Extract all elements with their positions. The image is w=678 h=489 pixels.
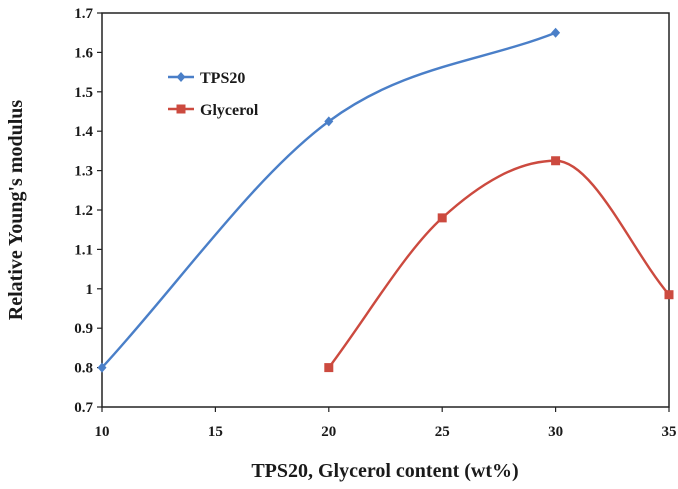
legend-entry-tps20: TPS20	[168, 70, 245, 87]
y-tick-label: 0.7	[74, 400, 93, 416]
y-tick-label: 1.4	[74, 124, 93, 140]
y-tick-label: 1.2	[74, 203, 93, 219]
series-layer	[97, 27, 674, 373]
y-tick-label: 1.7	[74, 6, 93, 22]
y-axis-title: Relative Young's modulus	[5, 100, 27, 321]
series-line-glycerol	[327, 159, 670, 369]
data-point-tps20	[551, 27, 561, 38]
series-glycerol	[324, 156, 674, 373]
data-point-glycerol	[437, 213, 447, 223]
plot-area	[101, 12, 670, 408]
legend-marker-glycerol	[176, 104, 186, 114]
y-tick-label: 1.5	[74, 85, 93, 101]
legend-label-tps20: TPS20	[200, 70, 245, 87]
data-point-glycerol	[324, 363, 334, 373]
x-tick-label: 10	[95, 424, 110, 440]
legend-entry-glycerol: Glycerol	[168, 102, 259, 119]
legend-label-glycerol: Glycerol	[200, 102, 259, 119]
y-axis-ticks: 0.7 0.8 0.9 1 1.1 1.2 1.3 1.4 1.5 1.6 1.7	[74, 6, 102, 416]
legend: TPS20 Glycerol	[168, 70, 259, 119]
series-tps20	[97, 27, 561, 373]
x-tick-label: 30	[548, 424, 563, 440]
legend-marker-tps20	[176, 72, 186, 82]
series-line-tps20	[101, 31, 557, 369]
x-tick-label: 35	[662, 424, 677, 440]
y-tick-label: 1.6	[74, 45, 93, 61]
y-tick-label: 0.8	[74, 361, 93, 377]
x-tick-label: 25	[435, 424, 450, 440]
x-axis-ticks: 10 15 20 25 30 35	[95, 407, 677, 440]
data-point-tps20	[324, 116, 334, 127]
y-tick-label: 1.1	[74, 242, 93, 258]
data-point-glycerol	[664, 290, 674, 300]
y-tick-label: 1	[86, 282, 94, 298]
y-tick-label: 1.3	[74, 164, 93, 180]
data-point-tps20	[97, 362, 107, 373]
y-tick-label: 0.9	[74, 321, 93, 337]
x-axis-title: TPS20, Glycerol content (wt%)	[251, 460, 518, 482]
x-tick-label: 20	[321, 424, 336, 440]
data-point-glycerol	[551, 156, 561, 166]
x-tick-label: 15	[208, 424, 223, 440]
